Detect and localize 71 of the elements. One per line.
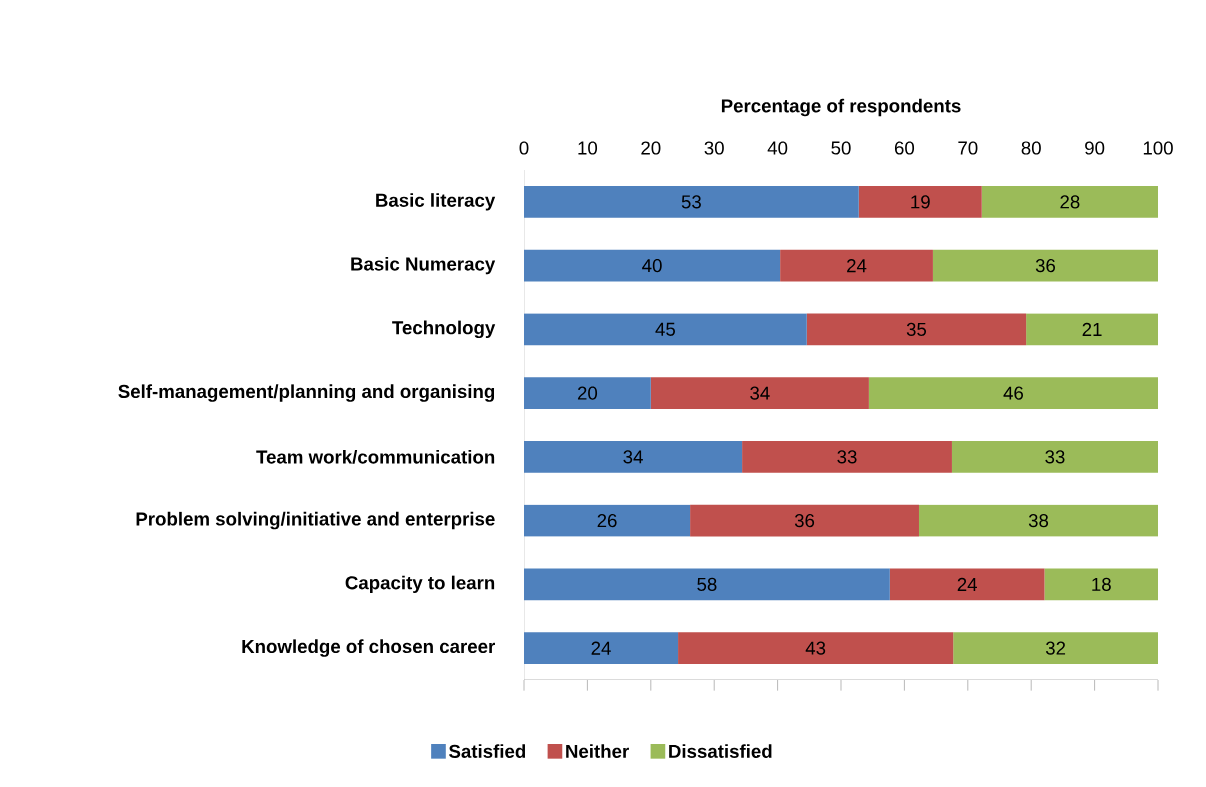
data-label: 32 (1045, 641, 1066, 655)
data-label: 45 (655, 322, 675, 336)
bar (932, 249, 1158, 282)
y-tick-label: Self-management/planning and organising (118, 384, 495, 402)
data-label: 53 (681, 195, 701, 209)
data-label: 36 (794, 513, 815, 528)
x-tick-label: 70 (958, 141, 978, 155)
data-label: 24 (847, 259, 867, 273)
bar (524, 632, 679, 665)
data-label: 28 (1060, 195, 1080, 209)
x-tick-label: 20 (641, 141, 661, 155)
data-label: 36 (1035, 258, 1056, 273)
x-tick-label: 10 (578, 141, 598, 155)
x-tick-label: 40 (767, 141, 788, 155)
bar (524, 568, 890, 601)
y-tick-label: Technology (392, 320, 496, 339)
data-label: 46 (1003, 386, 1024, 400)
data-label: 24 (957, 577, 977, 591)
bar (742, 440, 952, 473)
bar (524, 249, 781, 282)
bar (889, 568, 1045, 601)
bar (1044, 568, 1158, 601)
data-label: 21 (1082, 322, 1102, 336)
data-label: 20 (577, 386, 598, 400)
x-axis-title: Percentage of respondents (721, 98, 961, 117)
x-tick-label: 100 (1143, 141, 1173, 155)
data-label: 38 (1028, 513, 1049, 528)
y-tick-label: Basic literacy (376, 193, 496, 211)
x-tick-label: 0 (519, 141, 529, 155)
bar (690, 504, 919, 537)
x-tick-label: 30 (704, 141, 724, 155)
bar (951, 440, 1158, 473)
bar (806, 313, 1027, 346)
y-tick-label: Capacity to learn (345, 575, 495, 594)
x-tick-label: 90 (1085, 141, 1105, 155)
y-tick-label: Knowledge of chosen career (242, 639, 495, 657)
bar (524, 504, 691, 537)
bar (953, 632, 1158, 665)
bar (650, 377, 869, 410)
data-label: 35 (906, 322, 927, 336)
y-tick-label: Team work/communication (256, 449, 495, 464)
data-label: 34 (623, 450, 643, 464)
bar (524, 440, 743, 473)
bar (981, 185, 1158, 218)
data-label: 18 (1092, 577, 1111, 591)
data-label: 33 (837, 450, 857, 464)
bar (858, 185, 982, 218)
bar (1026, 313, 1158, 346)
bar (524, 185, 859, 218)
y-tick-label: Basic Numeracy (351, 256, 496, 275)
data-label: 24 (591, 641, 611, 655)
legend-label: Neither (566, 744, 629, 758)
legend-label: Dissatisfied (669, 744, 772, 758)
data-label: 33 (1045, 450, 1065, 464)
bar (868, 377, 1158, 410)
y-tick-label: Problem solving/initiative and enterprise (136, 511, 495, 530)
x-tick-label: 50 (831, 141, 851, 155)
data-label: 34 (750, 386, 770, 400)
bar (780, 249, 933, 282)
bar (918, 504, 1158, 537)
x-tick-label: 80 (1021, 141, 1041, 155)
data-label: 26 (597, 513, 617, 528)
legend-label: Satisfied (449, 744, 526, 758)
x-tick-label: 60 (894, 141, 915, 155)
bar (524, 377, 651, 410)
data-label: 58 (697, 577, 717, 591)
bar (524, 313, 807, 346)
data-label: 19 (911, 195, 930, 209)
data-label: 43 (805, 641, 826, 655)
data-label: 40 (642, 258, 662, 273)
bar (678, 632, 954, 665)
